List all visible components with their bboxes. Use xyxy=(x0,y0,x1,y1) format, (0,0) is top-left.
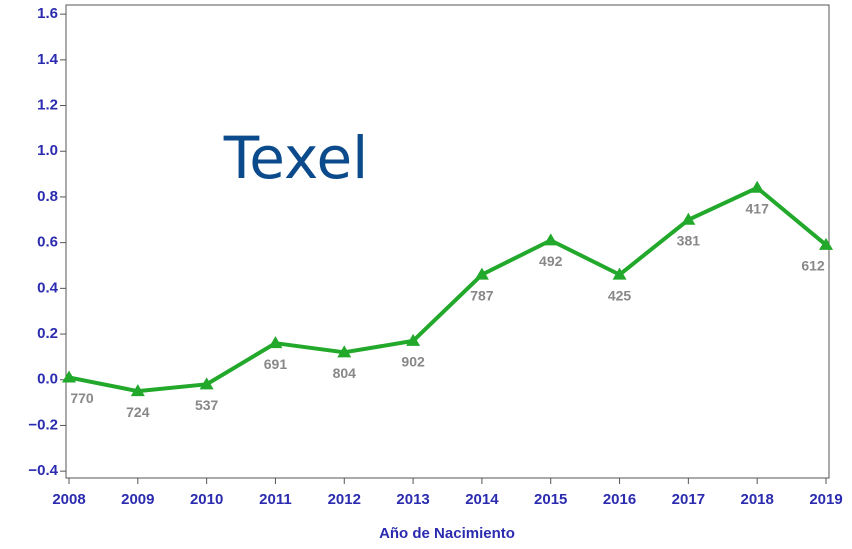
point-label: 691 xyxy=(264,356,288,372)
marker xyxy=(819,237,833,250)
point-label: 425 xyxy=(608,287,632,303)
x-tick-label: 2008 xyxy=(52,491,85,508)
x-tick-label: 2010 xyxy=(190,491,223,508)
point-label: 770 xyxy=(70,390,94,406)
x-tick-label: 2019 xyxy=(809,491,842,508)
marker xyxy=(268,336,283,349)
y-tick-label: −0.2 xyxy=(28,416,58,433)
x-tick-label: 2016 xyxy=(603,491,636,508)
marker xyxy=(681,212,696,225)
marker xyxy=(62,370,76,383)
point-label: 724 xyxy=(126,404,150,420)
x-axis-label: Año de Nacimiento xyxy=(379,525,515,542)
marker xyxy=(474,267,489,280)
marker xyxy=(199,377,214,390)
point-label: 381 xyxy=(677,232,701,248)
marker xyxy=(406,333,421,346)
x-tick-label: 2013 xyxy=(396,491,429,508)
x-tick-label: 2017 xyxy=(672,491,705,508)
y-tick-label: 0.8 xyxy=(37,188,58,205)
x-tick-label: 2009 xyxy=(121,491,154,508)
y-tick-label: −0.4 xyxy=(28,462,58,479)
marker xyxy=(337,345,352,358)
y-tick-label: 1.0 xyxy=(37,142,58,159)
marker xyxy=(612,267,627,280)
point-label: 804 xyxy=(333,365,357,381)
y-tick-label: 0.2 xyxy=(37,325,58,342)
x-tick-label: 2011 xyxy=(259,491,292,508)
x-tick-label: 2018 xyxy=(740,491,773,508)
x-tick-label: 2015 xyxy=(534,491,567,508)
point-label: 612 xyxy=(801,258,825,274)
marker xyxy=(543,233,558,246)
x-tick-label: 2012 xyxy=(328,491,361,508)
x-tick-label: 2014 xyxy=(465,491,499,508)
y-tick-label: 0.6 xyxy=(37,234,58,251)
marker xyxy=(130,384,145,397)
point-label: 537 xyxy=(195,397,219,413)
plot-frame xyxy=(65,4,830,479)
point-label: 902 xyxy=(401,354,425,370)
point-label: 787 xyxy=(470,287,494,303)
point-label: 492 xyxy=(539,253,563,269)
y-tick-label: 1.2 xyxy=(37,97,58,114)
y-tick-label: 1.4 xyxy=(37,51,59,68)
point-label: 417 xyxy=(746,201,770,217)
y-tick-label: 1.6 xyxy=(37,5,58,22)
y-tick-label: 0.0 xyxy=(37,371,58,388)
y-tick-label: 0.4 xyxy=(37,279,59,296)
marker xyxy=(750,180,765,193)
annotation: Texel xyxy=(223,124,369,192)
line xyxy=(68,185,828,394)
